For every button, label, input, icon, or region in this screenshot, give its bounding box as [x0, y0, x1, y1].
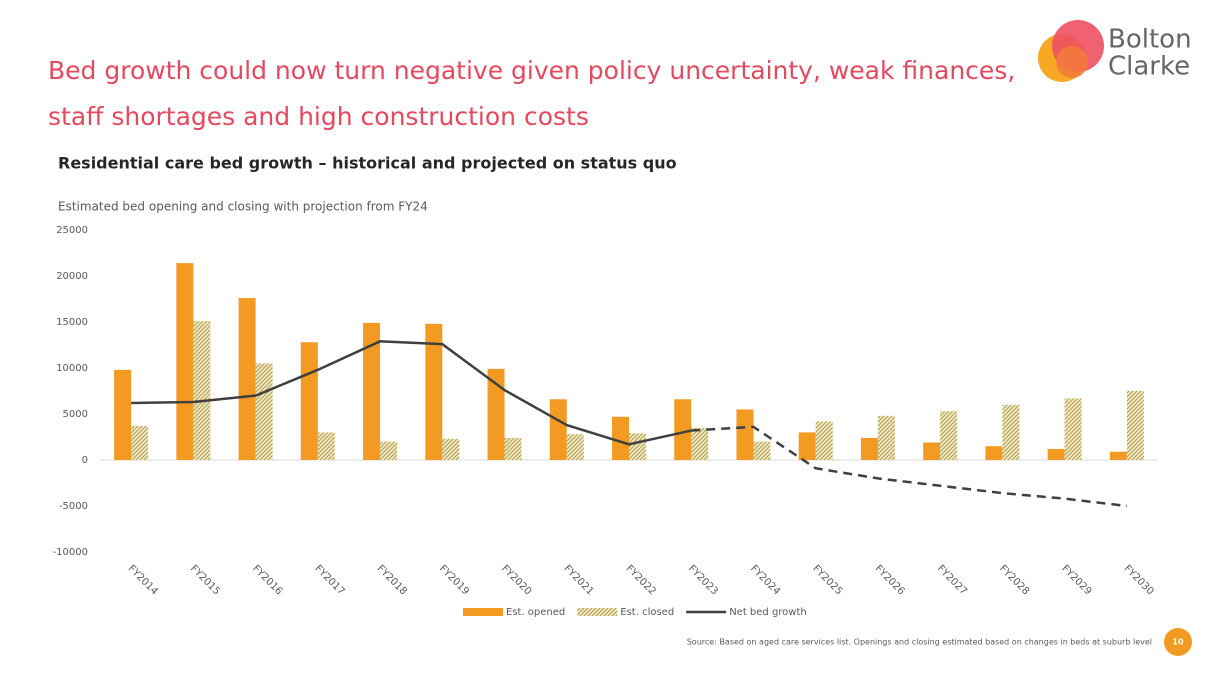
- bar: [487, 368, 505, 460]
- logo-text: Clarke: [1108, 52, 1190, 82]
- x-tick-label: FY2022: [624, 563, 658, 597]
- legend-label: Est. opened: [506, 607, 565, 618]
- x-tick-label: FY2023: [686, 563, 720, 597]
- x-tick-label: FY2025: [810, 563, 844, 597]
- bar: [923, 442, 941, 460]
- bar: [674, 399, 692, 460]
- y-tick-label: 15000: [56, 317, 88, 328]
- bar: [985, 446, 1003, 460]
- source: Source: Based on aged care services list…: [687, 638, 1152, 647]
- bar: [612, 416, 629, 460]
- bar: [193, 321, 211, 460]
- x-tick-label: FY2030: [1121, 563, 1155, 597]
- bar: [1002, 404, 1020, 460]
- bar: [317, 432, 335, 460]
- logo-text: Bolton: [1108, 25, 1192, 55]
- bar: [363, 322, 381, 460]
- bar: [691, 427, 709, 460]
- bar: [1109, 451, 1127, 460]
- bar: [1126, 391, 1144, 460]
- x-tick-label: FY2027: [935, 563, 969, 597]
- page-number: 10: [1172, 638, 1184, 647]
- y-tick-label: -10000: [53, 547, 88, 558]
- page-badge: [1164, 628, 1192, 656]
- bar: [860, 437, 878, 460]
- x-tick-label: FY2015: [188, 563, 222, 597]
- bar: [629, 433, 646, 460]
- y-tick-label: 25000: [56, 225, 88, 236]
- bar: [131, 425, 149, 460]
- bar: [114, 369, 132, 460]
- x-tick-label: FY2017: [312, 563, 346, 597]
- line: [131, 340, 692, 446]
- bar: [566, 434, 584, 460]
- bar: [238, 298, 256, 460]
- chart-subtitle: Estimated bed opening and closing with p…: [58, 200, 428, 214]
- bar: [176, 263, 194, 460]
- y-tick-label: 5000: [63, 409, 88, 420]
- line: [691, 425, 1128, 508]
- bar: [1047, 448, 1065, 460]
- x-tick-label: FY2014: [126, 563, 160, 597]
- x-tick-label: FY2024: [748, 563, 782, 597]
- legend-label: Net bed growth: [729, 607, 807, 618]
- x-tick-label: FY2019: [437, 563, 471, 597]
- bar: [380, 441, 398, 460]
- legend-swatch: [577, 608, 618, 616]
- bar: [940, 411, 958, 460]
- chart-title: Residential care bed growth – historical…: [58, 154, 677, 173]
- x-tick-label: FY2018: [375, 563, 409, 597]
- legend-label: Est. closed: [620, 607, 674, 618]
- x-tick-label: FY2028: [997, 563, 1031, 597]
- y-tick-label: 0: [82, 455, 88, 466]
- y-tick-label: 10000: [56, 363, 88, 374]
- bar: [425, 323, 443, 460]
- bar: [753, 441, 771, 460]
- y-tick-label: 20000: [56, 271, 88, 282]
- legend-swatch: [463, 608, 503, 616]
- logo: [1038, 20, 1104, 82]
- x-tick-label: FY2021: [561, 563, 595, 597]
- bar: [442, 438, 460, 460]
- bar: [877, 415, 895, 460]
- x-tick-label: FY2029: [1059, 563, 1093, 597]
- bar: [255, 363, 273, 460]
- x-tick-label: FY2020: [499, 563, 533, 597]
- bar: [549, 399, 567, 460]
- bar: [736, 409, 754, 460]
- slide-title: Bed growth could now turn negative given…: [48, 56, 1015, 85]
- bar: [1064, 398, 1082, 460]
- y-tick-label: -5000: [59, 501, 88, 512]
- bar: [504, 437, 522, 460]
- slide-title: staff shortages and high construction co…: [48, 102, 589, 131]
- bar: [798, 432, 816, 460]
- x-tick-label: FY2016: [250, 563, 284, 597]
- x-tick-label: FY2026: [873, 563, 907, 597]
- bar: [815, 421, 833, 460]
- bar: [300, 342, 318, 460]
